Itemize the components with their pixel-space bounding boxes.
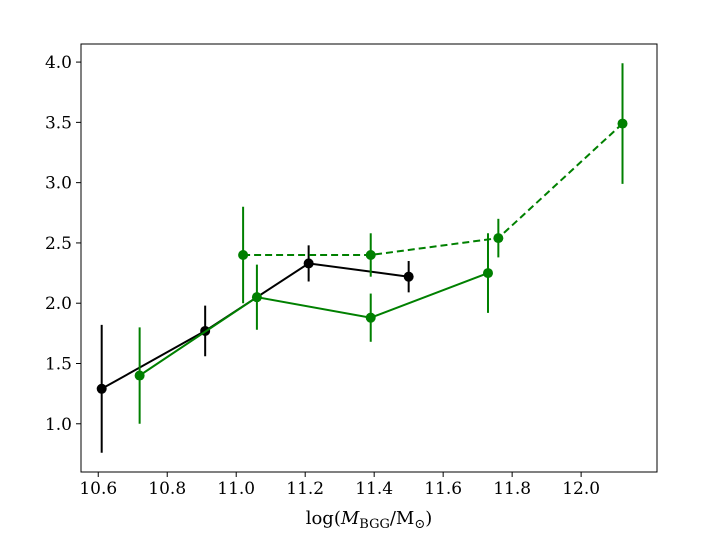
data-point <box>134 370 145 381</box>
data-point <box>365 249 376 260</box>
x-axis-label-close: ) <box>425 508 432 529</box>
y-tick-label: 4.0 <box>45 53 72 73</box>
series-line <box>243 122 624 256</box>
x-axis-label-slash: /M <box>390 508 415 529</box>
data-point <box>365 312 376 323</box>
x-axis-label-m: M <box>340 508 360 529</box>
x-tick-label: 11.6 <box>424 479 462 499</box>
series-1 <box>134 233 493 424</box>
x-tick-label: 12.0 <box>562 479 600 499</box>
x-tick-label: 11.8 <box>493 479 531 499</box>
chart-marks <box>96 63 628 453</box>
data-point <box>617 118 628 129</box>
x-axis-ticks: 10.6 10.8 11.0 11.2 11.4 11.6 11.8 12.0 <box>79 472 600 499</box>
x-tick-label: 11.4 <box>355 479 393 499</box>
plot-frame <box>80 43 658 473</box>
data-point <box>303 258 314 269</box>
data-point <box>403 271 414 282</box>
x-axis-label: log(MBGG/M⊙) <box>306 508 433 532</box>
y-tick-label: 1.5 <box>45 354 72 374</box>
data-point <box>96 383 107 394</box>
data-point <box>482 268 493 279</box>
data-point <box>493 233 504 244</box>
y-tick-label: 1.0 <box>45 415 72 435</box>
y-axis-ticks: 1.0 1.5 2.0 2.5 3.0 3.5 4.0 <box>45 53 81 435</box>
x-tick-label: 11.0 <box>217 479 255 499</box>
y-tick-label: 3.5 <box>45 113 72 133</box>
data-point <box>238 249 249 260</box>
y-tick-label: 2.5 <box>45 234 72 254</box>
data-point <box>251 292 262 303</box>
x-tick-label: 11.2 <box>286 479 324 499</box>
x-tick-label: 10.8 <box>148 479 186 499</box>
series-0 <box>96 245 414 453</box>
x-tick-label: 10.6 <box>79 479 117 499</box>
x-axis-label-log: log( <box>306 508 341 529</box>
x-axis-label-sub: BGG <box>359 517 390 532</box>
series-2 <box>238 63 628 304</box>
x-axis-label-sun: ⊙ <box>414 517 425 532</box>
y-tick-label: 3.0 <box>45 174 72 194</box>
series-line <box>139 272 489 377</box>
y-tick-label: 2.0 <box>45 294 72 314</box>
